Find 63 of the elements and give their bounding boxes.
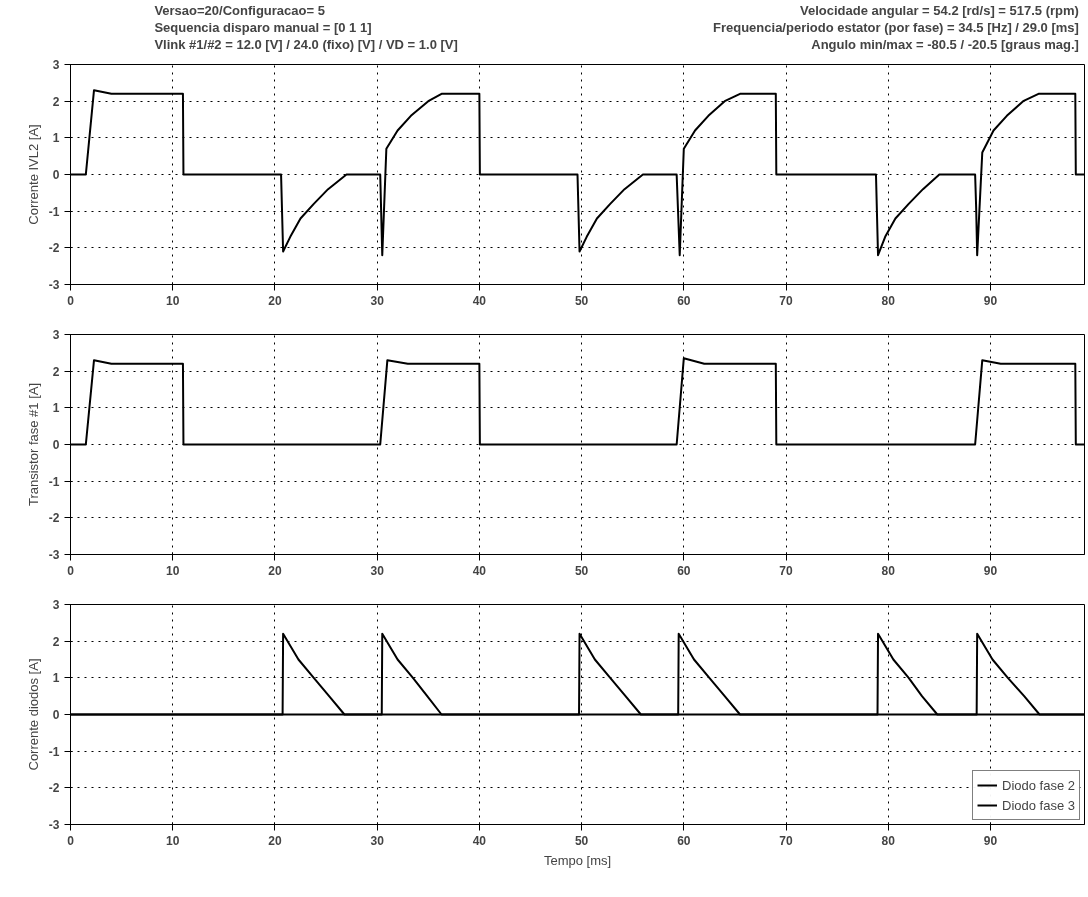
- y-tick-label: -2: [48, 781, 60, 796]
- y-axis-title: Corrente diodos [A]: [25, 658, 41, 771]
- y-axis-title: Transistor fase #1 [A]: [25, 382, 41, 507]
- y-tick-label: 1: [52, 671, 60, 686]
- x-tick-label: 10: [166, 563, 180, 578]
- x-tick-label: 0: [67, 293, 75, 308]
- x-tick-label: 90: [983, 833, 998, 848]
- x-tick-label: 60: [677, 293, 691, 308]
- x-tick-label: 50: [574, 293, 589, 308]
- x-tick-label: 80: [881, 563, 896, 578]
- y-tick-label: 3: [52, 598, 60, 612]
- x-tick-label: 30: [370, 833, 385, 848]
- x-axis-title: Tempo [ms]: [543, 852, 612, 868]
- x-tick-label: 90: [983, 563, 998, 578]
- x-tick-label: 60: [677, 563, 691, 578]
- y-tick-label: -1: [48, 744, 60, 759]
- x-tick-label: 0: [67, 833, 75, 848]
- x-tick-label: 10: [166, 833, 180, 848]
- y-tick-label: 0: [52, 168, 60, 182]
- x-tick-label: 20: [268, 833, 282, 848]
- y-tick-label: -2: [48, 511, 60, 526]
- x-tick-label: 90: [983, 293, 998, 308]
- y-tick-label: 1: [52, 131, 60, 146]
- y-tick-label: 2: [52, 364, 60, 379]
- y-tick-label: -1: [48, 204, 60, 219]
- x-tick-label: 60: [677, 833, 691, 848]
- text: Sequencia disparo manual = [0 1 1]: [154, 20, 372, 35]
- legend-label: Diodo fase 3: [1002, 797, 1075, 813]
- x-tick-label: 40: [472, 833, 487, 848]
- text: Velocidade angular = 54.2 [rd/s] = 517.5 (rpm): [800, 3, 1079, 18]
- y-tick-label: 0: [52, 708, 60, 722]
- x-tick-label: 70: [779, 563, 794, 578]
- x-tick-label: 40: [472, 563, 487, 578]
- y-tick-label: 2: [52, 94, 60, 109]
- y-tick-label: -1: [48, 474, 60, 489]
- text: Angulo min/max = -80.5 / -20.5 [graus mag.]: [811, 37, 1079, 52]
- y-tick-label: -3: [48, 548, 60, 562]
- text: Vlink #1/#2 = 12.0 [V] / 24.0 (fixo) [V] / VD = 1.0 [V]: [154, 37, 458, 52]
- x-tick-label: 0: [67, 563, 75, 578]
- y-tick-label: -3: [48, 818, 60, 832]
- y-tick-label: 1: [52, 401, 60, 416]
- y-tick-label: 2: [52, 634, 60, 649]
- y-tick-label: -2: [48, 241, 60, 256]
- x-tick-label: 20: [268, 293, 282, 308]
- x-tick-label: 50: [574, 563, 589, 578]
- x-tick-label: 80: [881, 833, 896, 848]
- x-tick-label: 30: [370, 563, 385, 578]
- x-tick-label: 50: [574, 833, 589, 848]
- y-axis-title: Corrente IVL2 [A]: [25, 124, 41, 225]
- x-tick-label: 10: [166, 293, 180, 308]
- legend-label: Diodo fase 2: [1002, 777, 1075, 793]
- x-tick-label: 40: [472, 293, 487, 308]
- y-tick-label: 3: [52, 58, 60, 72]
- text: Versao=20/Configuracao= 5: [154, 3, 325, 18]
- x-tick-label: 70: [779, 833, 794, 848]
- x-tick-label: 80: [881, 293, 896, 308]
- y-tick-label: 3: [52, 328, 60, 342]
- x-tick-label: 30: [370, 293, 385, 308]
- text: Frequencia/periodo estator (por fase) = 34.5 [Hz] / 29.0 [ms]: [713, 20, 1079, 35]
- y-tick-label: 0: [52, 438, 60, 452]
- x-tick-label: 70: [779, 293, 794, 308]
- x-tick-label: 20: [268, 563, 282, 578]
- y-tick-label: -3: [48, 278, 60, 292]
